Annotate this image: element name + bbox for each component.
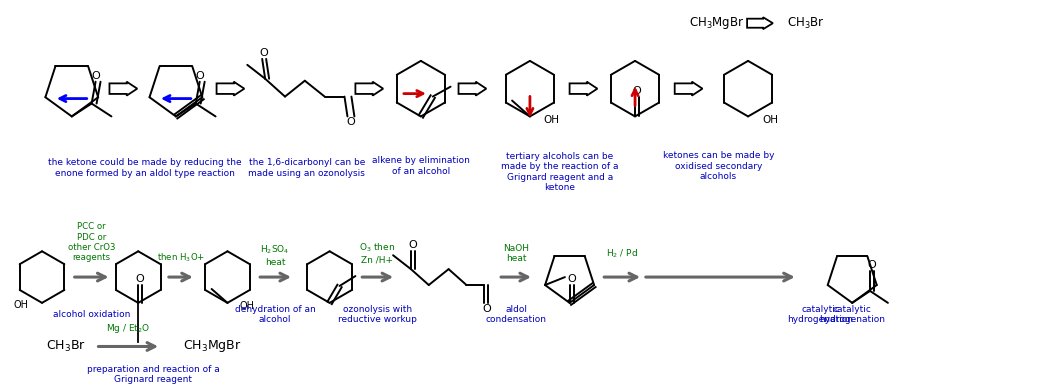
Polygon shape <box>675 82 702 95</box>
Polygon shape <box>355 82 383 95</box>
Text: OH: OH <box>762 115 778 125</box>
Text: the 1,6-dicarbonyl can be
made using an ozonolysis: the 1,6-dicarbonyl can be made using an … <box>248 158 366 178</box>
Text: OH: OH <box>240 301 254 311</box>
Text: alcohol oxidation: alcohol oxidation <box>53 310 130 319</box>
Text: O: O <box>868 260 876 270</box>
Text: tertiary alcohols can be
made by the reaction of a
Grignard reagent and a
ketone: tertiary alcohols can be made by the rea… <box>501 152 618 192</box>
Polygon shape <box>217 82 244 95</box>
Text: NaOH
heat: NaOH heat <box>503 244 529 263</box>
Text: alkene by elimination
of an alcohol: alkene by elimination of an alcohol <box>372 156 470 176</box>
Text: dehydration of an
alcohol: dehydration of an alcohol <box>234 305 316 324</box>
Text: O: O <box>135 274 145 284</box>
Text: PCC or
PDC or
other CrO3
reagents: PCC or PDC or other CrO3 reagents <box>68 222 116 262</box>
Text: OH: OH <box>14 300 28 310</box>
Text: O: O <box>346 118 355 127</box>
Text: CH$_3$MgBr: CH$_3$MgBr <box>689 15 744 31</box>
Text: CH$_3$MgBr: CH$_3$MgBr <box>183 338 242 355</box>
Text: ozonolysis with
reductive workup: ozonolysis with reductive workup <box>338 305 417 324</box>
Text: preparation and reaction of a
Grignard reagent: preparation and reaction of a Grignard r… <box>86 365 220 384</box>
Text: ketones can be made by
oxidised secondary
alcohols: ketones can be made by oxidised secondar… <box>663 151 774 181</box>
Polygon shape <box>458 82 487 95</box>
Text: Mg / Et$_2$O: Mg / Et$_2$O <box>106 322 150 335</box>
Text: O$_3$ then
Zn /H+: O$_3$ then Zn /H+ <box>359 242 395 265</box>
Polygon shape <box>570 82 597 95</box>
Text: aldol
condensation: aldol condensation <box>486 305 547 324</box>
Text: O: O <box>259 48 269 58</box>
Text: O: O <box>567 274 576 284</box>
Polygon shape <box>109 82 138 95</box>
Text: the ketone could be made by reducing the
enone formed by an aldol type reaction: the ketone could be made by reducing the… <box>48 158 242 178</box>
Text: H$_2$SO$_4$
heat: H$_2$SO$_4$ heat <box>260 244 290 267</box>
Text: O: O <box>195 71 204 81</box>
Text: O: O <box>92 71 100 81</box>
Text: O: O <box>632 86 642 95</box>
Text: O: O <box>481 304 491 314</box>
Text: catalytic
hydrogenation: catalytic hydrogenation <box>819 305 886 324</box>
Text: O: O <box>408 240 417 250</box>
Polygon shape <box>747 17 773 29</box>
Text: H$_2$ / Pd: H$_2$ / Pd <box>606 247 639 260</box>
Text: OH: OH <box>544 115 560 125</box>
Text: CH$_3$Br: CH$_3$Br <box>787 16 824 31</box>
Text: catalytic
hydrogenation: catalytic hydrogenation <box>788 305 853 324</box>
Text: CH$_3$Br: CH$_3$Br <box>46 339 85 354</box>
Text: then H$_3$O+: then H$_3$O+ <box>156 252 205 265</box>
